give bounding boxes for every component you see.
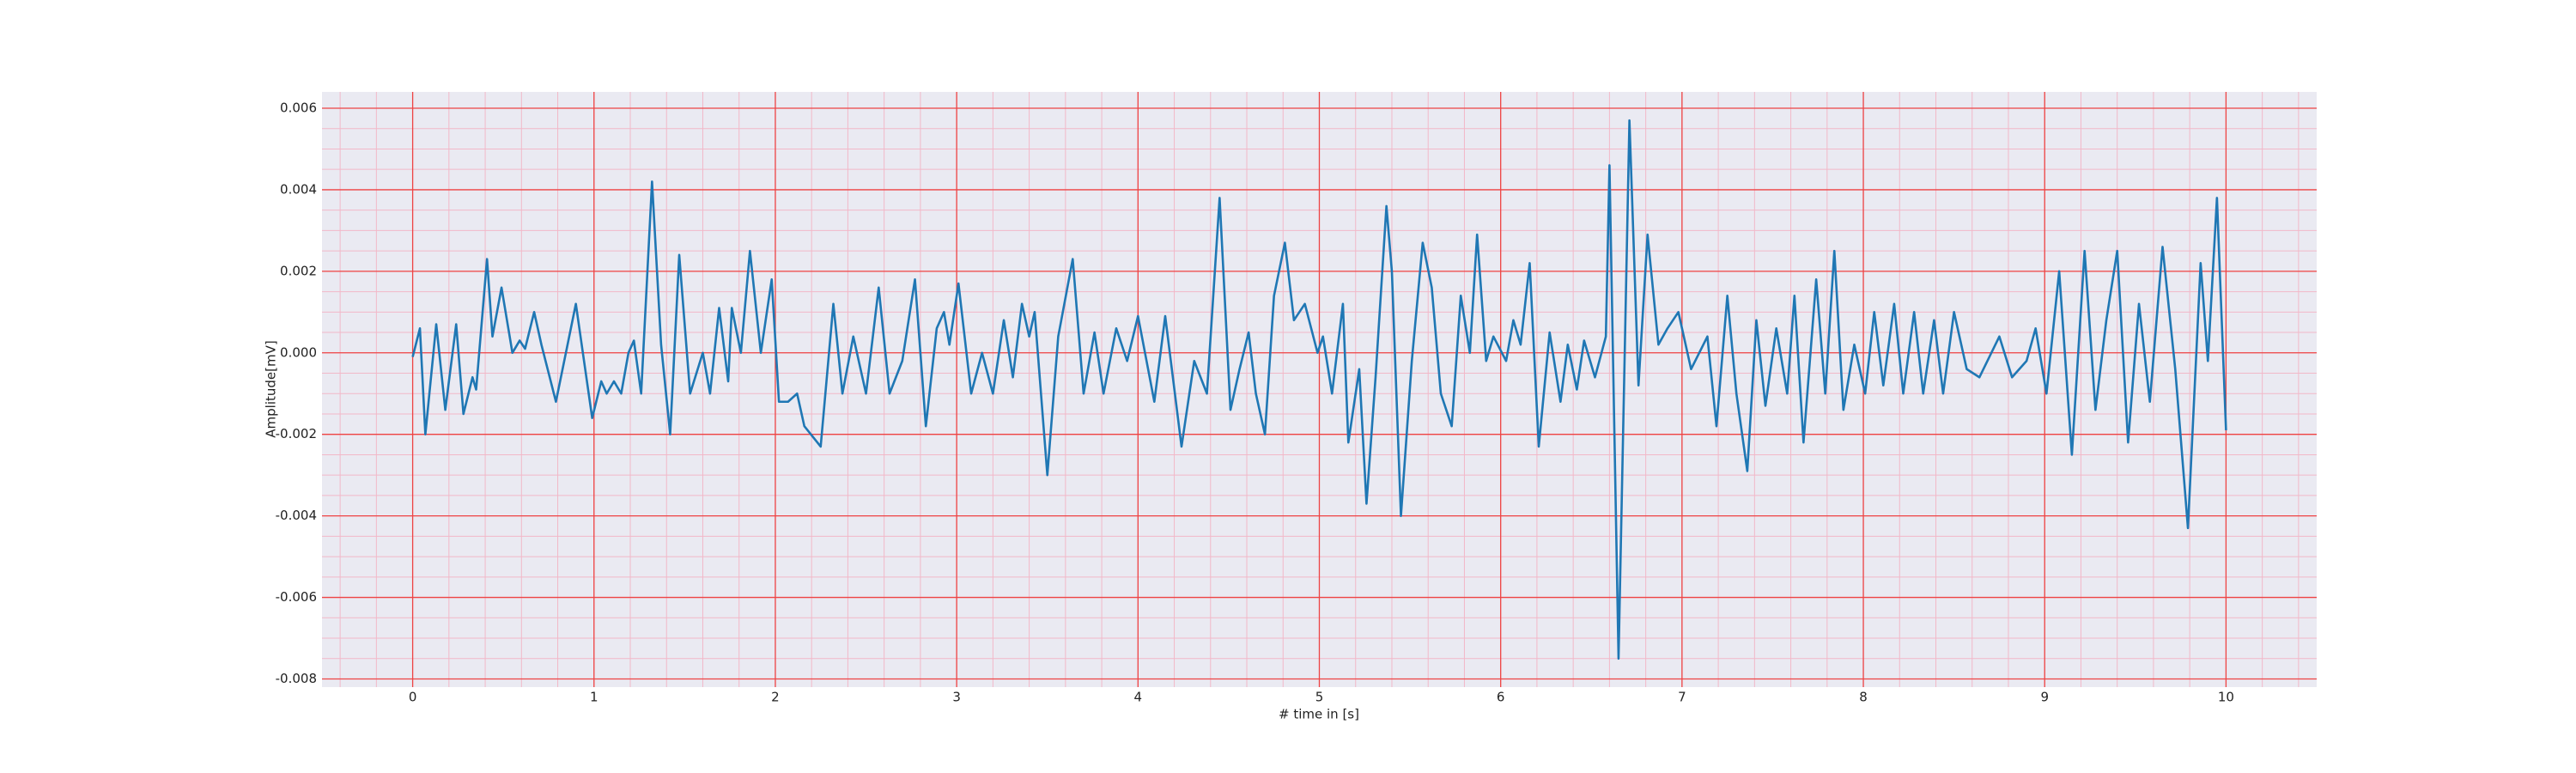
x-axis-label: # time in [s] xyxy=(1279,707,1359,722)
y-tick-label: 0.002 xyxy=(280,263,317,278)
x-tick-label: 1 xyxy=(590,690,598,705)
x-tick-label: 3 xyxy=(952,690,961,705)
y-tick-label: 0.004 xyxy=(280,181,317,197)
y-tick-label: 0.006 xyxy=(280,100,317,115)
y-tick-label: -0.002 xyxy=(276,426,317,441)
x-tick-label: 6 xyxy=(1497,690,1505,705)
x-tick-label: 4 xyxy=(1134,690,1143,705)
x-tick-label: 2 xyxy=(771,690,780,705)
y-tick-label: -0.008 xyxy=(276,671,317,686)
x-tick-label: 0 xyxy=(409,690,417,705)
x-tick-label: 10 xyxy=(2218,690,2234,705)
x-tick-label: 9 xyxy=(2040,690,2049,705)
y-tick-label: -0.006 xyxy=(276,589,317,605)
x-tick-label: 5 xyxy=(1315,690,1324,705)
x-tick-label: 7 xyxy=(1678,690,1686,705)
y-axis-label: Amplitude[mV] xyxy=(264,340,279,437)
y-tick-label: -0.004 xyxy=(276,508,317,523)
y-tick-label: 0.000 xyxy=(280,344,317,360)
x-tick-label: 8 xyxy=(1859,690,1868,705)
signal-line xyxy=(411,119,2227,660)
